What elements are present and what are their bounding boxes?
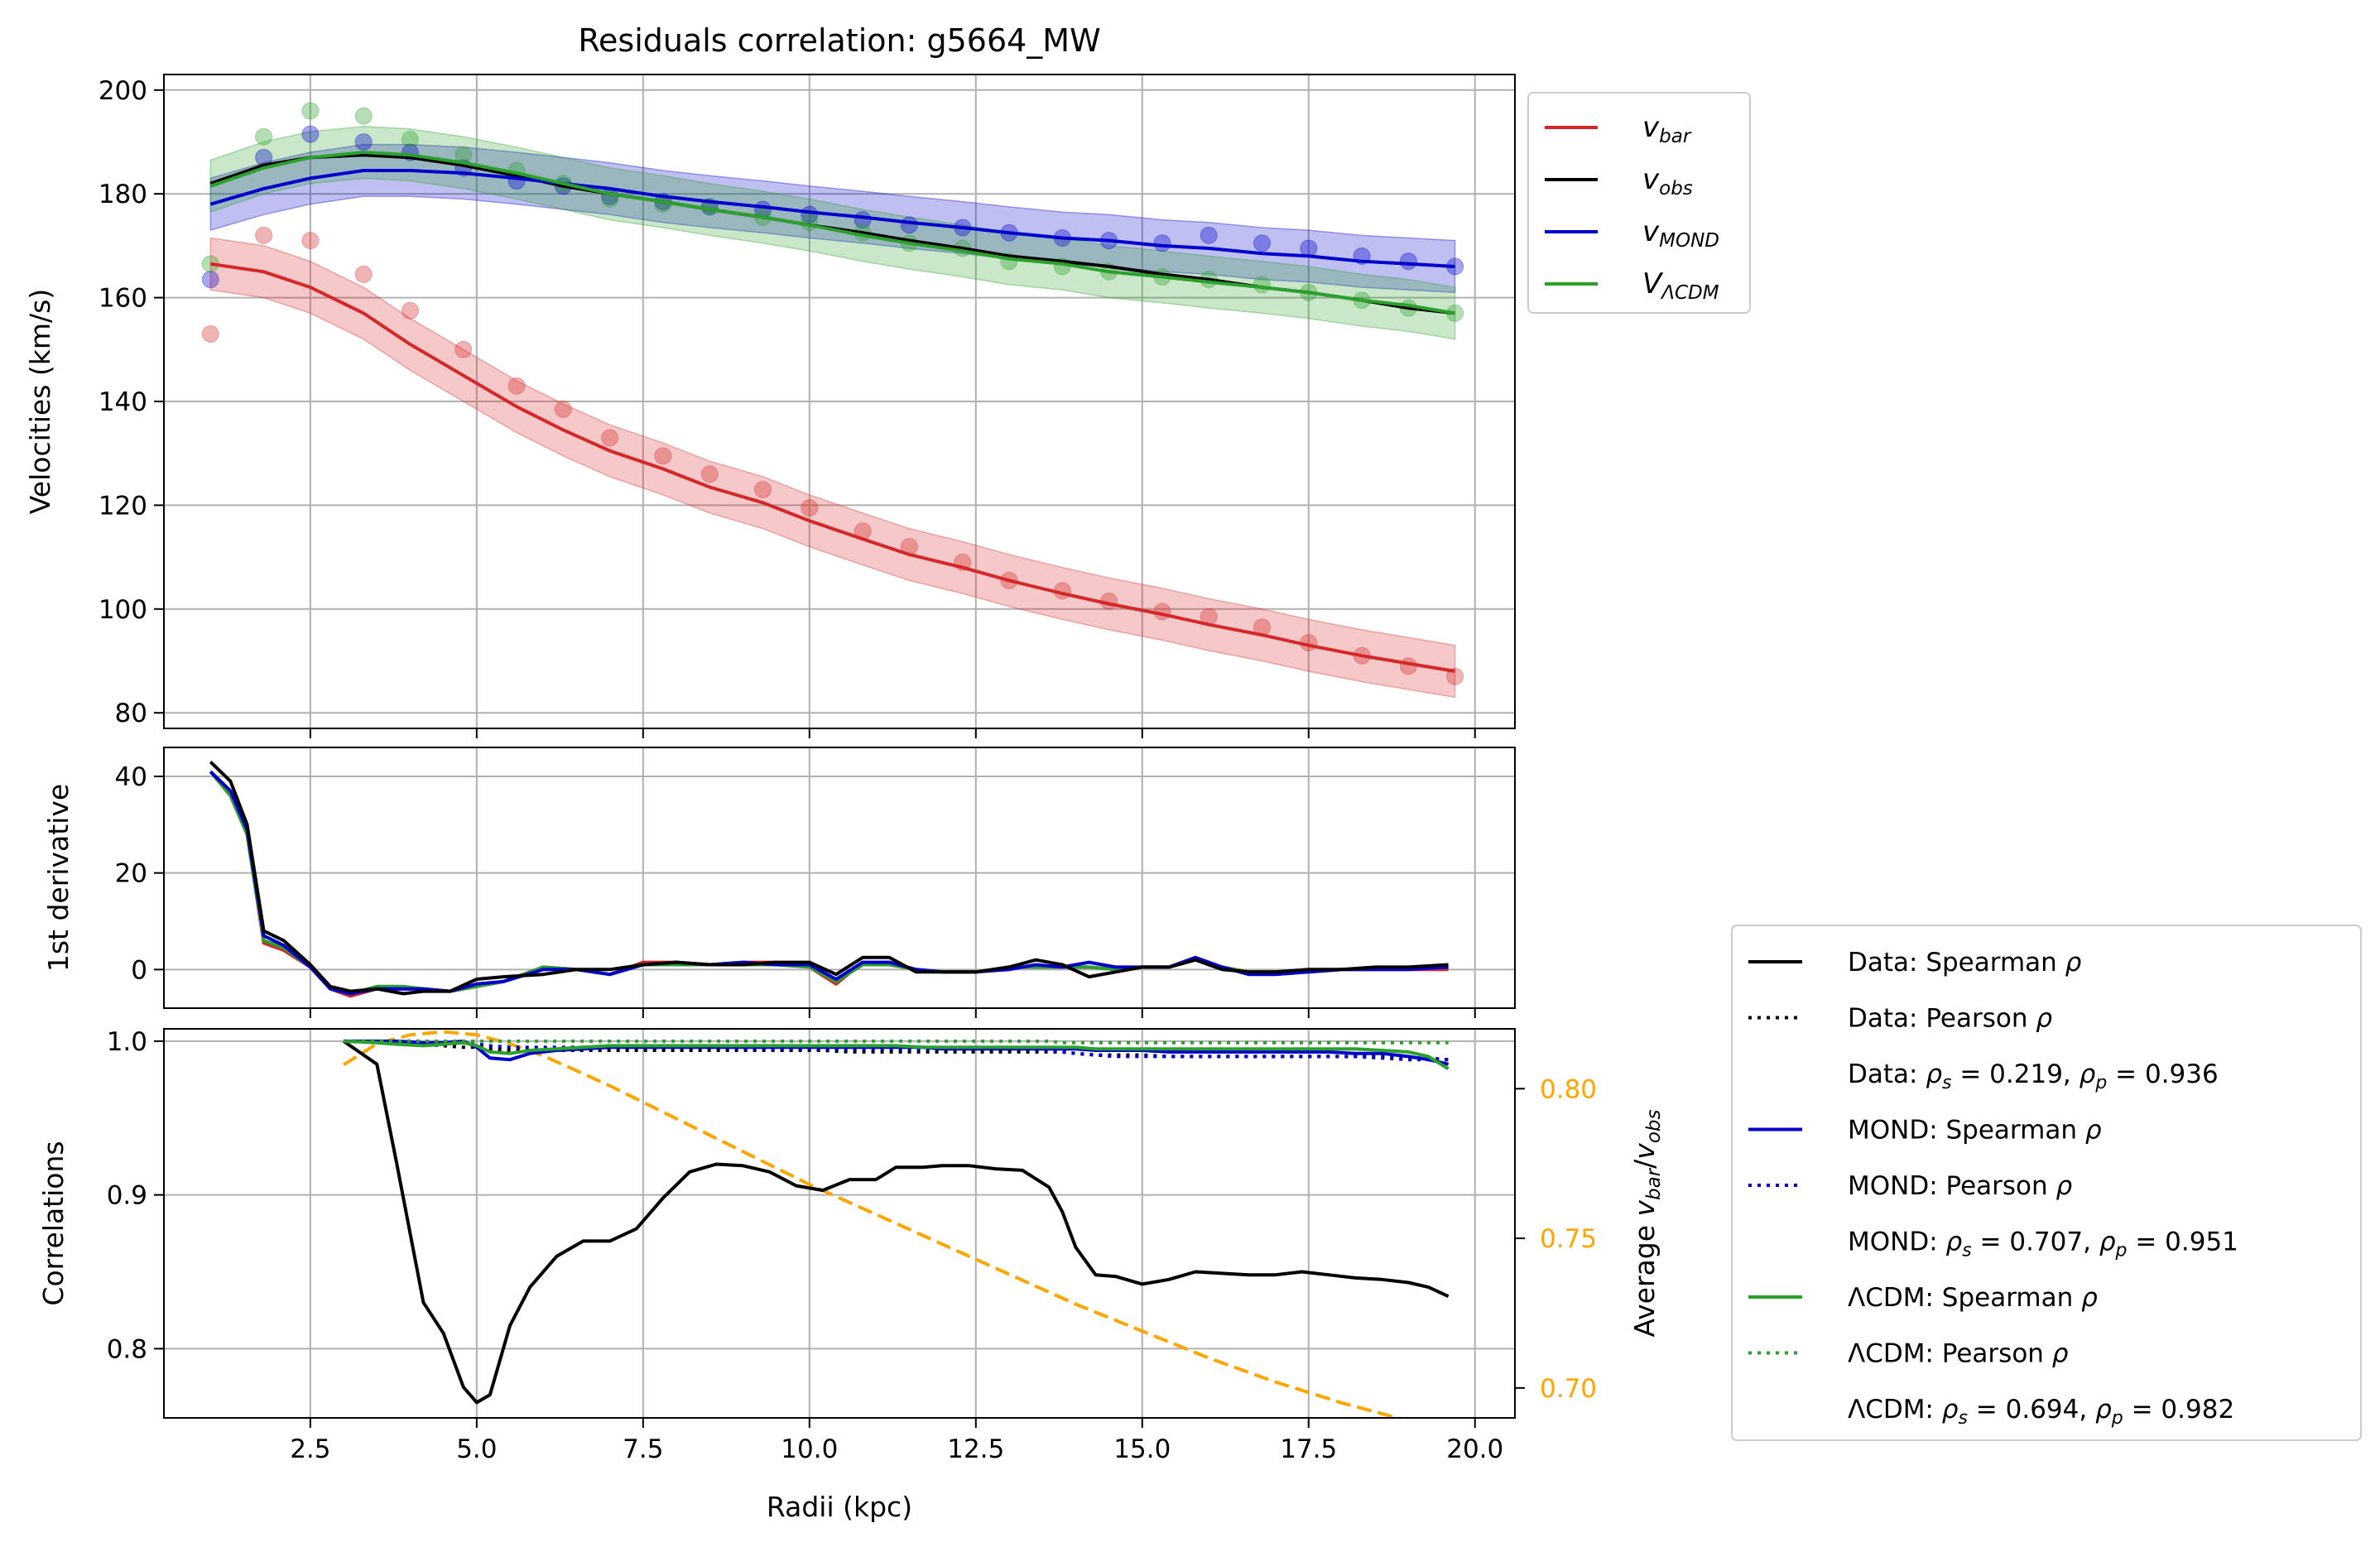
legend-entry: MOND: Pearson ρ <box>1848 1171 2073 1201</box>
ratio-vbar-vobs-line <box>343 1030 1404 1418</box>
y2-tick-label: 0.80 <box>1540 1074 1597 1104</box>
series-vbar-band <box>209 237 1456 699</box>
series-vmond-line <box>209 169 1455 268</box>
series-vcdm-line <box>209 150 1455 315</box>
series-vmond-point <box>201 271 219 289</box>
series-vbar-point <box>654 447 672 465</box>
derivative-series-data-line <box>209 761 1449 996</box>
series-vmond-point <box>1399 252 1417 271</box>
axes-frame-derivative <box>163 747 1516 1009</box>
x-tick-label: 10.0 <box>781 1434 838 1464</box>
legend-label-obs: vobs <box>1642 163 1693 199</box>
plot-area-velocities <box>201 102 1464 699</box>
y-tick-label: 180 <box>99 180 147 209</box>
x-tick-label: 20.0 <box>1446 1434 1503 1464</box>
legend-entry: Data: Spearman ρ <box>1848 948 2082 978</box>
y-tick-label: 80 <box>115 699 147 728</box>
plot-area-derivative <box>209 761 1449 998</box>
x-axis-label: Radii (kpc) <box>767 1491 912 1523</box>
x-tick-label: 7.5 <box>623 1434 663 1464</box>
series-vbar-point <box>301 232 320 250</box>
y-tick-label: 120 <box>99 491 147 521</box>
series-vcdm-point <box>401 130 419 148</box>
y-tick-label: 0 <box>131 955 147 985</box>
x-tick-label: 2.5 <box>290 1434 330 1464</box>
legend-entry: Data: Pearson ρ <box>1848 1004 2052 1034</box>
series-vmond-point <box>1200 226 1218 244</box>
panel-correlations: 0.70 0.75 0.80 Average vbar/vobs 0.8 0.9 1.0 2.… <box>107 1027 1665 1464</box>
y-tick-label: 0.9 <box>107 1181 147 1211</box>
correlations-axis-label: Correlations <box>37 1141 70 1305</box>
correlation-legend: Data: Spearman ρ Data: Pearson ρ Data: ρs … <box>1731 925 2362 1441</box>
y2-tick-label: 0.75 <box>1540 1224 1597 1254</box>
y-tick-label: 100 <box>99 595 147 625</box>
legend-label-mond: vMOND <box>1642 215 1719 252</box>
panel-derivative: 0 20 40 <box>115 747 1516 1018</box>
series-vmond-point <box>301 125 320 143</box>
legend-entry: Data: ρs = 0.219, ρp = 0.936 <box>1848 1059 2219 1093</box>
y-tick-label: 20 <box>115 859 147 889</box>
series-vbar-point <box>700 465 719 483</box>
legend-label-λcdm: VΛCDM <box>1642 267 1719 304</box>
legend-label-bar: vbar <box>1642 111 1692 147</box>
series-vmond-point <box>354 133 373 151</box>
y-tick-label: 1.0 <box>107 1027 147 1057</box>
series-vbar-point <box>801 499 819 517</box>
series-vcdm-point <box>354 107 373 125</box>
panel-velocities: vbar vobs vMOND VΛCDM 80 100 120 140 160 180 200 <box>99 74 1751 738</box>
velocity-legend-frame <box>1527 92 1751 314</box>
series-vbar-point <box>201 324 219 343</box>
series-vcdm-point <box>301 102 320 120</box>
series-vcdm-point <box>255 127 273 146</box>
x-tick-label: 12.5 <box>947 1434 1004 1464</box>
plot-area-correlations <box>342 1030 1450 1418</box>
y2-tick-label: 0.70 <box>1540 1374 1597 1404</box>
axes-frame-correlations <box>163 1028 1516 1419</box>
ratio-axis-label: Average vbar/vobs <box>1628 1109 1665 1337</box>
series-vbar-point <box>507 377 526 395</box>
velocity-legend: vbar vobs vMOND VΛCDM <box>1527 92 1751 314</box>
legend-entry: MOND: Spearman ρ <box>1848 1116 2102 1146</box>
series-vmond-point <box>900 216 918 234</box>
legend-entry: MOND: ρs = 0.707, ρp = 0.951 <box>1848 1228 2238 1261</box>
series-vbar-point <box>554 400 572 418</box>
derivative-axis-label: 1st derivative <box>42 784 75 972</box>
series-vbar-point <box>401 301 419 319</box>
x-tick-label: 15.0 <box>1113 1434 1171 1464</box>
correlation-legend-frame <box>1731 925 2362 1441</box>
series-vbar-point <box>754 481 772 499</box>
legend-entry: ΛCDM: Pearson ρ <box>1848 1339 2069 1369</box>
series-vcdm-point <box>1253 276 1272 294</box>
series-vbar-point <box>601 429 619 447</box>
series-vbar-line <box>210 262 1455 673</box>
legend-entry: ΛCDM: Spearman ρ <box>1848 1283 2098 1313</box>
series-vbar-point <box>1446 667 1464 685</box>
series-vbar-point <box>255 226 273 244</box>
velocity-axis-label: Velocities (km/s) <box>24 289 56 514</box>
y-tick-label: 0.8 <box>107 1334 147 1364</box>
legend-entry: ΛCDM: ρs = 0.694, ρp = 0.982 <box>1848 1395 2234 1429</box>
series-vmond-band <box>209 143 1456 294</box>
series-vmond-point <box>1153 234 1171 252</box>
correlation-cdmspearman-line <box>344 1039 1450 1071</box>
y-tick-label: 40 <box>115 762 147 792</box>
y-tick-label: 200 <box>99 76 147 106</box>
correlation-dataspearman-line <box>342 1040 1450 1405</box>
y-tick-label: 140 <box>99 387 147 417</box>
series-vbar-point <box>454 340 473 358</box>
x-tick-label: 5.0 <box>456 1434 497 1464</box>
x-tick-label: 17.5 <box>1280 1434 1337 1464</box>
series-vbar-point <box>354 265 373 283</box>
chart-title: Residuals correlation: g5664_MW <box>578 22 1100 59</box>
series-vmond-point <box>1253 234 1272 252</box>
y-tick-label: 160 <box>99 284 147 314</box>
